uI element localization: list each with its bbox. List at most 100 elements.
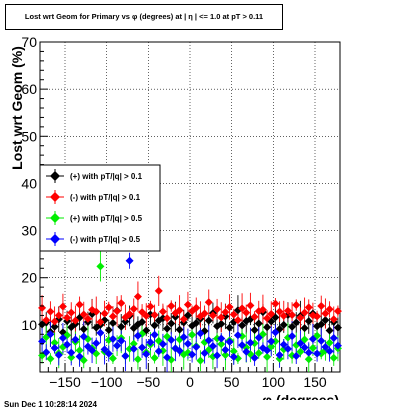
data-point [238,321,247,330]
data-point [304,348,313,357]
data-point [179,333,188,342]
data-point [129,344,138,353]
y-tick-label: 60 [21,81,37,97]
data-point [288,322,297,331]
data-point [225,337,234,346]
data-point [175,306,184,315]
legend-box [39,164,161,252]
data-point [225,323,234,332]
data-point [121,313,130,322]
data-point [133,331,142,340]
data-point [158,307,167,316]
data-point [271,337,280,346]
data-point [42,348,51,357]
x-tick-label: −150 [49,374,81,390]
x-tick-label: −50 [136,374,160,390]
data-point [275,307,284,316]
data-point [113,341,122,350]
data-point [146,338,155,347]
data-point [96,262,105,271]
data-point [271,299,280,308]
data-point [117,322,126,331]
data-point [108,318,117,327]
legend-label: (-) with pT/|q| > 0.5 [70,235,141,244]
data-point [71,335,80,344]
data-point [129,339,138,348]
data-point [296,347,305,356]
data-point [58,302,67,311]
data-point [67,353,76,362]
data-point [75,346,84,355]
data-point [150,321,159,330]
data-point [163,314,172,323]
data-point [200,349,209,358]
data-point [183,339,192,348]
x-tick-label: 0 [186,374,194,390]
data-point [54,311,63,320]
data-point [100,309,109,318]
data-point [46,307,55,316]
x-axis-label: φ (degrees) [262,392,339,400]
data-point [250,353,259,362]
data-point [279,311,288,320]
data-point [175,325,184,334]
y-tick-label: 50 [21,128,37,144]
data-point [333,323,342,332]
data-point [229,347,238,356]
data-point [50,322,59,331]
chart-title-box: Lost wrt Geom for Primary vs φ (degrees)… [5,4,283,30]
data-point [246,301,255,310]
data-point [242,347,251,356]
data-point [92,307,101,316]
data-point [175,346,184,355]
data-point [254,319,263,328]
data-point [233,316,242,325]
data-point [150,330,159,339]
data-point [329,334,338,343]
data-point [163,353,172,362]
data-point [267,310,276,319]
data-point [63,340,72,349]
data-point [67,348,76,357]
data-point [258,305,267,314]
data-point [321,309,330,318]
data-point [275,351,284,360]
data-point [158,340,167,349]
data-point [67,308,76,317]
data-point [46,330,55,339]
data-point [238,304,247,313]
data-point [267,337,276,346]
data-point [308,343,317,352]
data-point [204,316,213,325]
data-point [317,336,326,345]
data-point [208,342,217,351]
data-point [229,310,238,319]
data-point [92,339,101,348]
data-point [113,307,122,316]
data-point [308,335,317,343]
data-point [238,341,247,350]
data-point [121,351,130,360]
data-point [333,341,342,350]
data-point [192,303,201,312]
data-point [79,325,88,334]
data-point [46,354,55,363]
data-point [325,338,334,347]
data-point [104,326,113,335]
data-point [183,300,192,309]
data-point [329,353,338,362]
y-tick-label: 40 [21,175,37,191]
data-point [254,333,263,342]
data-point [50,338,59,347]
legend-marker [50,192,60,202]
data-point [213,351,222,360]
data-point [213,334,222,343]
legend-marker [50,213,60,223]
data-point [304,355,313,364]
data-point [233,331,242,340]
data-point [313,312,322,321]
data-point [129,304,138,313]
data-point [125,344,134,353]
data-point [317,302,326,310]
data-point [192,343,201,352]
